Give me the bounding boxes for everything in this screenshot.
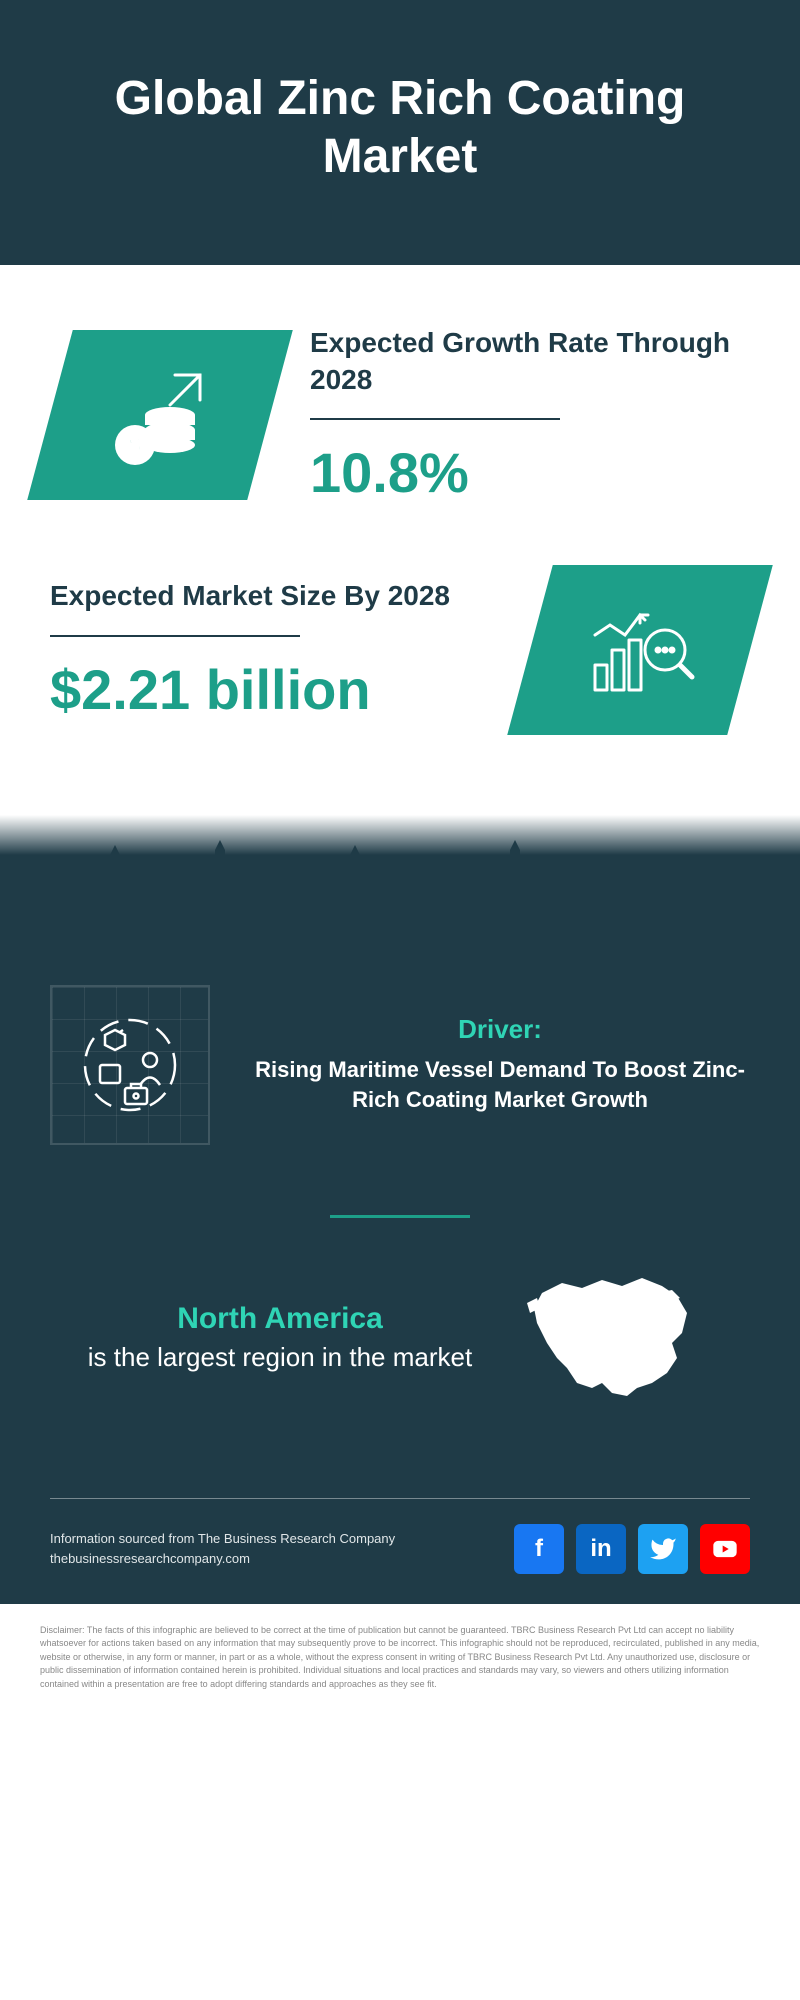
stat-market-text: Expected Market Size By 2028 $2.21 billi… bbox=[50, 578, 490, 721]
twitter-icon[interactable] bbox=[638, 1524, 688, 1574]
divider bbox=[50, 635, 300, 637]
youtube-icon[interactable] bbox=[700, 1524, 750, 1574]
stat-market-size: Expected Market Size By 2028 $2.21 billi… bbox=[50, 565, 750, 735]
market-size-label: Expected Market Size By 2028 bbox=[50, 578, 490, 614]
divider bbox=[310, 418, 560, 420]
stat-growth-rate: $ Expected Growth Rate Through 2028 10.8… bbox=[50, 325, 750, 505]
driver-description: Rising Maritime Vessel Demand To Boost Z… bbox=[250, 1055, 750, 1117]
city-skyline-icon bbox=[0, 825, 800, 945]
driver-section: Driver: Rising Maritime Vessel Demand To… bbox=[0, 945, 800, 1468]
driver-label: Driver: bbox=[250, 1014, 750, 1045]
region-row: North America is the largest region in t… bbox=[50, 1268, 750, 1408]
footer-source: Information sourced from The Business Re… bbox=[50, 1529, 395, 1568]
growth-rate-label: Expected Growth Rate Through 2028 bbox=[310, 325, 750, 398]
footer: Information sourced from The Business Re… bbox=[0, 1468, 800, 1604]
header-banner: Global Zinc Rich Coating Market bbox=[0, 0, 800, 265]
region-description: is the largest region in the market bbox=[88, 1341, 472, 1375]
footer-divider bbox=[50, 1498, 750, 1499]
facebook-icon[interactable]: f bbox=[514, 1524, 564, 1574]
page-title: Global Zinc Rich Coating Market bbox=[40, 70, 760, 185]
market-icon-shape bbox=[507, 565, 773, 735]
growth-icon-shape: $ bbox=[27, 330, 293, 500]
stats-section: $ Expected Growth Rate Through 2028 10.8… bbox=[0, 265, 800, 855]
section-divider bbox=[330, 1215, 470, 1218]
money-growth-icon: $ bbox=[100, 360, 220, 470]
chart-analysis-icon bbox=[580, 595, 700, 705]
north-america-map-icon bbox=[512, 1268, 712, 1408]
region-text: North America is the largest region in t… bbox=[88, 1302, 472, 1375]
disclaimer-text: Disclaimer: The facts of this infographi… bbox=[0, 1604, 800, 1732]
region-name: North America bbox=[88, 1302, 472, 1336]
source-line1: Information sourced from The Business Re… bbox=[50, 1529, 395, 1549]
driver-row: Driver: Rising Maritime Vessel Demand To… bbox=[50, 985, 750, 1145]
svg-text:$: $ bbox=[128, 432, 142, 459]
driver-text: Driver: Rising Maritime Vessel Demand To… bbox=[250, 1014, 750, 1117]
skyline-graphic bbox=[0, 855, 800, 945]
market-size-value: $2.21 billion bbox=[50, 657, 490, 722]
linkedin-icon[interactable]: in bbox=[576, 1524, 626, 1574]
growth-rate-value: 10.8% bbox=[310, 440, 750, 505]
business-driver-icon bbox=[75, 1010, 185, 1120]
source-line2: thebusinessresearchcompany.com bbox=[50, 1549, 395, 1569]
driver-icon-box bbox=[50, 985, 210, 1145]
stat-growth-text: Expected Growth Rate Through 2028 10.8% bbox=[310, 325, 750, 505]
social-icons: f in bbox=[514, 1524, 750, 1574]
